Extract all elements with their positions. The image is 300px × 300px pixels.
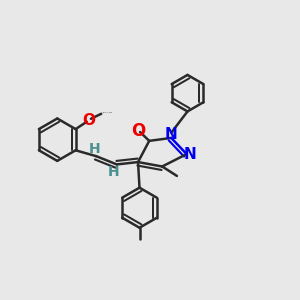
Text: O: O [131, 122, 145, 140]
Text: N: N [184, 147, 197, 162]
Text: N: N [165, 127, 178, 142]
Text: O: O [82, 113, 95, 128]
Text: H: H [88, 142, 100, 155]
Text: H: H [108, 165, 120, 179]
Text: methoxy_stub: methoxy_stub [103, 111, 113, 113]
